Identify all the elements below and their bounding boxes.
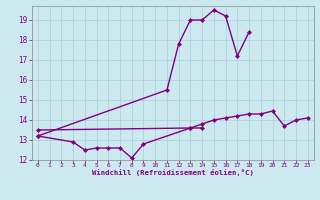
X-axis label: Windchill (Refroidissement éolien,°C): Windchill (Refroidissement éolien,°C) bbox=[92, 169, 254, 176]
